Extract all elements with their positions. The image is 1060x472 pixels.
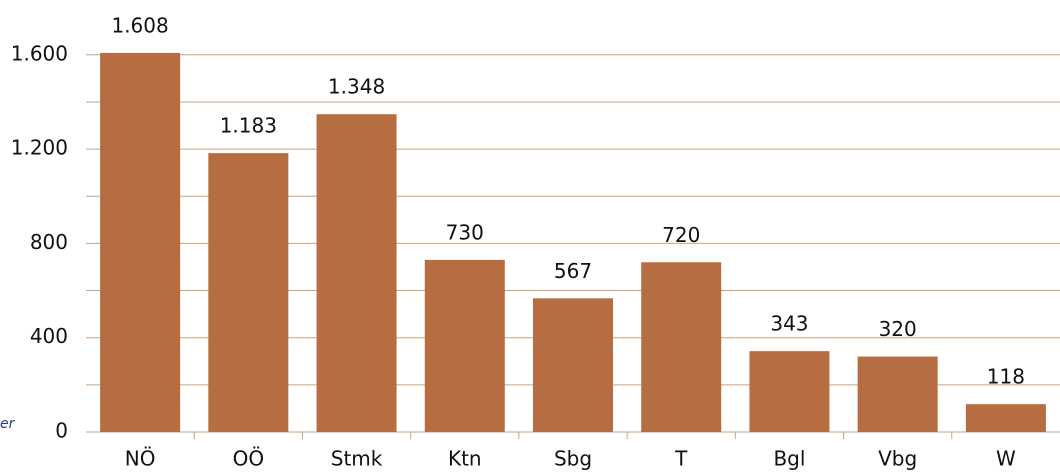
data-label: 118 [987, 365, 1025, 389]
data-label: 320 [879, 317, 917, 341]
bar [749, 351, 830, 432]
bar [533, 298, 613, 432]
data-label: 730 [446, 220, 484, 244]
y-tick-label: 0 [55, 419, 68, 443]
bar [424, 259, 505, 432]
y-tick-label: 1.600 [11, 41, 68, 65]
bar [965, 404, 1046, 432]
bar [857, 356, 938, 432]
x-tick-label: NÖ [125, 447, 156, 471]
data-label: 343 [770, 312, 808, 336]
data-label: 1.608 [111, 13, 168, 37]
x-tick-label: W [996, 447, 1016, 471]
x-tick-label: OÖ [233, 447, 264, 471]
x-tick-label: T [674, 447, 688, 471]
bar [100, 52, 181, 432]
data-label: 720 [662, 223, 700, 247]
y-tick-label: 400 [30, 324, 68, 348]
data-label: 1.183 [220, 114, 277, 138]
bar [316, 114, 397, 433]
y-tick-label: 1.200 [11, 136, 68, 160]
bar [641, 262, 722, 432]
data-label: 1.348 [328, 75, 385, 99]
x-tick-label: Bgl [773, 447, 805, 471]
bar [208, 153, 289, 432]
x-tick-label: Sbg [554, 447, 592, 471]
data-label: 567 [554, 259, 592, 283]
x-tick-label: Stmk [331, 447, 383, 471]
y-tick-label: 800 [30, 230, 68, 254]
x-tick-label: Vbg [878, 447, 917, 471]
annotation: er [0, 416, 16, 432]
x-tick-label: Ktn [448, 447, 482, 471]
